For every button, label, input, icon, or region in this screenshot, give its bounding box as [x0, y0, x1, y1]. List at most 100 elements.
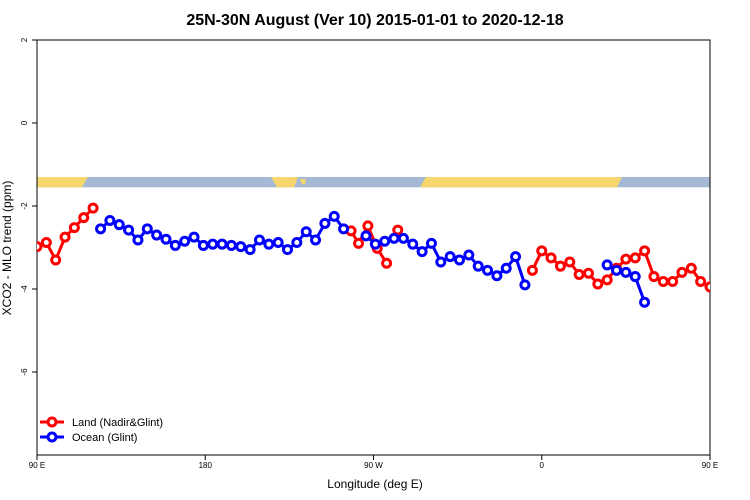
land-florida: [300, 178, 306, 185]
land-data-point: [657, 276, 669, 288]
land-data-point: [78, 212, 90, 224]
ocean-data-point: [151, 229, 163, 241]
ocean-data-point: [319, 217, 331, 229]
ocean-data-point: [216, 238, 228, 250]
ocean-data-point: [328, 210, 340, 222]
y-axis-label: XCO2 - MLO trend (ppm): [0, 181, 14, 316]
land-nile-gap: [513, 179, 520, 184]
legend-ocean-marker: [46, 431, 58, 443]
ocean-data-point: [132, 234, 144, 246]
land-data-point: [536, 245, 548, 257]
ocean-data-point: [113, 219, 125, 231]
ocean-data-point: [244, 244, 256, 256]
ocean-data-point: [310, 234, 322, 246]
ocean-data-point: [425, 237, 437, 249]
legend-land-marker: [46, 416, 58, 428]
ocean-band: [37, 176, 710, 188]
ocean-data-point: [407, 238, 419, 250]
x-tick-label: 90 E: [702, 461, 718, 470]
ocean-data-point: [463, 249, 475, 261]
land-data-point: [725, 244, 733, 252]
land-data-point: [362, 220, 374, 232]
ocean-data-point: [388, 232, 400, 244]
legend-ocean-label: Ocean (Glint): [72, 432, 137, 444]
ocean-data-point: [639, 296, 651, 308]
ocean-data-point: [272, 237, 284, 249]
land-africa-asia: [420, 176, 622, 188]
land-data-point: [648, 271, 660, 283]
ocean-data-point: [282, 244, 294, 256]
ocean-data-point: [379, 235, 391, 247]
land-asia-west: [37, 176, 88, 188]
x-tick-label: 0: [540, 461, 545, 470]
land-data-point: [545, 252, 557, 264]
land-data-point: [743, 256, 750, 264]
ocean-data-point: [123, 224, 135, 236]
land-data-point: [87, 202, 99, 214]
land-data-point: [715, 239, 723, 247]
land-data-point: [639, 245, 651, 257]
ocean-data-point: [338, 223, 350, 235]
land-data-point: [685, 262, 697, 274]
ocean-data-point: [253, 234, 265, 246]
x-tick-label: 90 W: [364, 461, 383, 470]
y-tick-label: 2: [20, 37, 29, 42]
legend: Land (Nadir&Glint) Ocean (Glint): [40, 416, 163, 444]
ocean-data-point: [369, 238, 381, 250]
land-data-point: [695, 276, 707, 288]
ocean-data-point: [453, 254, 465, 266]
land-data-point: [50, 254, 62, 266]
land-data-point: [601, 274, 613, 286]
land-data-point: [381, 257, 393, 269]
ocean-data-point: [519, 279, 531, 291]
ocean-data-point: [104, 215, 116, 227]
x-tick-label: 90 E: [29, 461, 45, 470]
y-tick-label: -2: [20, 202, 29, 210]
ocean-data-point: [235, 241, 247, 253]
land-data-point: [392, 224, 404, 236]
ocean-data-point: [300, 226, 312, 238]
ocean-data-point: [291, 237, 303, 249]
ocean-data-point: [160, 233, 172, 245]
land-ocean-mask: [37, 176, 710, 188]
ocean-data-point: [491, 270, 503, 282]
land-data-point: [582, 267, 594, 279]
land-data-point: [734, 239, 742, 247]
ocean-data-point: [510, 251, 522, 263]
ocean-data-point: [500, 262, 512, 274]
land-data-point: [573, 268, 585, 280]
land-data-point: [564, 256, 576, 268]
ocean-data-point: [197, 239, 209, 251]
y-tick-label: 0: [20, 120, 29, 125]
land-north-america: [271, 176, 298, 188]
ocean-data-point: [416, 246, 428, 258]
land-data-point: [40, 237, 52, 249]
y-tick-label: -6: [20, 368, 29, 376]
ocean-data-point: [179, 235, 191, 247]
ocean-data-point: [444, 251, 456, 263]
land-data-point: [667, 276, 679, 288]
ocean-data-point: [620, 266, 632, 278]
land-data-point: [620, 253, 632, 265]
land-data-point: [554, 260, 566, 272]
ocean-data-point: [188, 231, 200, 243]
ocean-data-point: [95, 223, 107, 235]
land-data-point: [59, 231, 71, 243]
ocean-data-point: [601, 259, 613, 271]
land-data-point: [526, 264, 538, 276]
ocean-data-point: [169, 239, 181, 251]
ocean-data-point: [360, 230, 372, 242]
ocean-data-point: [629, 271, 641, 283]
land-data-point: [629, 252, 641, 264]
ocean-data-point: [207, 238, 219, 250]
ocean-data-point: [225, 239, 237, 251]
x-axis-label: Longitude (deg E): [327, 477, 422, 491]
legend-land-label: Land (Nadir&Glint): [72, 417, 163, 429]
land-data-point: [353, 237, 365, 249]
series-layer: [37, 202, 750, 308]
y-tick-label: -4: [20, 285, 29, 293]
y-axis: 2 0 -2 -4 -6: [20, 37, 37, 376]
chart-title: 25N-30N August (Ver 10) 2015-01-01 to 20…: [186, 12, 563, 29]
ocean-data-point: [141, 223, 153, 235]
